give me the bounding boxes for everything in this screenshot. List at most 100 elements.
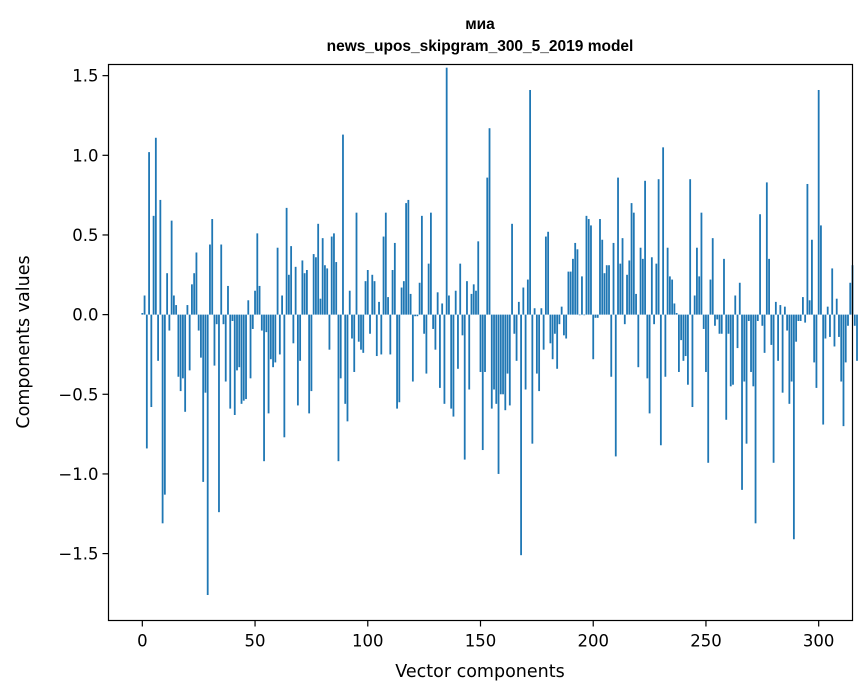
- bar: [254, 290, 256, 315]
- bar: [402, 281, 405, 315]
- bar: [774, 301, 777, 315]
- x-tick-label: 300: [803, 632, 835, 651]
- bar: [693, 295, 696, 315]
- bar: [443, 314, 446, 404]
- x-axis-label: Vector components: [395, 662, 564, 682]
- x-tick-label: 100: [352, 632, 384, 651]
- bar: [795, 314, 798, 342]
- bar: [813, 314, 816, 363]
- bar: [799, 314, 802, 321]
- bar: [369, 314, 371, 334]
- bar: [707, 314, 710, 463]
- bar: [569, 271, 572, 315]
- x-tick-label: 250: [690, 632, 722, 651]
- bar: [556, 314, 559, 369]
- bar: [499, 314, 502, 395]
- bar: [797, 314, 800, 321]
- bar: [657, 179, 660, 315]
- bar: [662, 147, 665, 315]
- bar: [303, 273, 306, 315]
- bar: [628, 260, 631, 315]
- x-tick-label: 50: [245, 632, 266, 651]
- bar: [826, 306, 829, 315]
- bar: [761, 314, 764, 326]
- bar: [393, 242, 396, 315]
- bar: [741, 314, 743, 490]
- bar: [671, 279, 674, 315]
- bar: [249, 314, 252, 379]
- bar: [612, 242, 615, 315]
- bar: [621, 238, 624, 315]
- bar: [222, 314, 225, 325]
- plot-frame: [107, 63, 854, 622]
- bar: [186, 305, 189, 315]
- bar: [430, 212, 432, 315]
- bar: [416, 314, 419, 317]
- bar: [554, 314, 556, 334]
- bar: [533, 308, 536, 315]
- bar: [637, 314, 640, 368]
- bar: [698, 276, 701, 315]
- bar: [506, 314, 509, 374]
- bar: [384, 212, 387, 315]
- bar: [592, 314, 595, 360]
- y-tick-label: 1.5: [72, 67, 98, 86]
- bar: [817, 89, 820, 315]
- bar: [220, 244, 223, 315]
- bar: [754, 314, 757, 524]
- bar: [678, 314, 680, 372]
- bar: [152, 215, 155, 315]
- bar: [626, 274, 628, 315]
- bar: [382, 236, 385, 315]
- bar: [204, 314, 207, 393]
- bar: [206, 314, 209, 596]
- bar: [299, 314, 302, 361]
- bar: [732, 314, 734, 385]
- bar: [218, 314, 220, 513]
- bar: [411, 314, 414, 382]
- chart-title-line1: миа: [465, 16, 495, 33]
- bar: [777, 314, 779, 361]
- bar: [734, 295, 737, 315]
- bar: [227, 285, 229, 315]
- bar: [166, 273, 169, 315]
- bar: [567, 271, 570, 315]
- bar: [646, 314, 649, 379]
- bar: [326, 268, 329, 315]
- bar: [168, 314, 171, 331]
- bar: [513, 314, 516, 334]
- bar: [177, 314, 180, 377]
- bar: [526, 279, 529, 315]
- bar: [292, 314, 295, 344]
- bar: [849, 282, 852, 315]
- bar: [439, 314, 441, 388]
- bar: [157, 314, 159, 361]
- bar: [490, 314, 493, 409]
- bar: [202, 314, 205, 482]
- bar: [619, 263, 622, 315]
- bar: [409, 293, 412, 315]
- bar: [238, 314, 241, 368]
- bar: [709, 279, 712, 315]
- bar: [425, 314, 428, 374]
- bar: [285, 207, 288, 315]
- bar: [233, 314, 236, 415]
- y-axis-label: Components values: [14, 255, 34, 428]
- bar: [725, 314, 728, 420]
- bar: [675, 313, 678, 315]
- bar: [765, 182, 768, 315]
- bar: [378, 301, 380, 315]
- bar: [544, 236, 547, 315]
- bar: [745, 314, 748, 444]
- chart-title-line2: news_upos_skipgram_300_5_2019 model: [327, 38, 634, 55]
- bar: [495, 314, 498, 404]
- bar: [608, 265, 610, 315]
- bar: [551, 314, 554, 360]
- bar: [614, 314, 617, 457]
- bar: [547, 231, 550, 315]
- bar: [463, 314, 466, 460]
- bar: [324, 265, 326, 315]
- bar: [184, 314, 187, 412]
- bar: [154, 137, 157, 315]
